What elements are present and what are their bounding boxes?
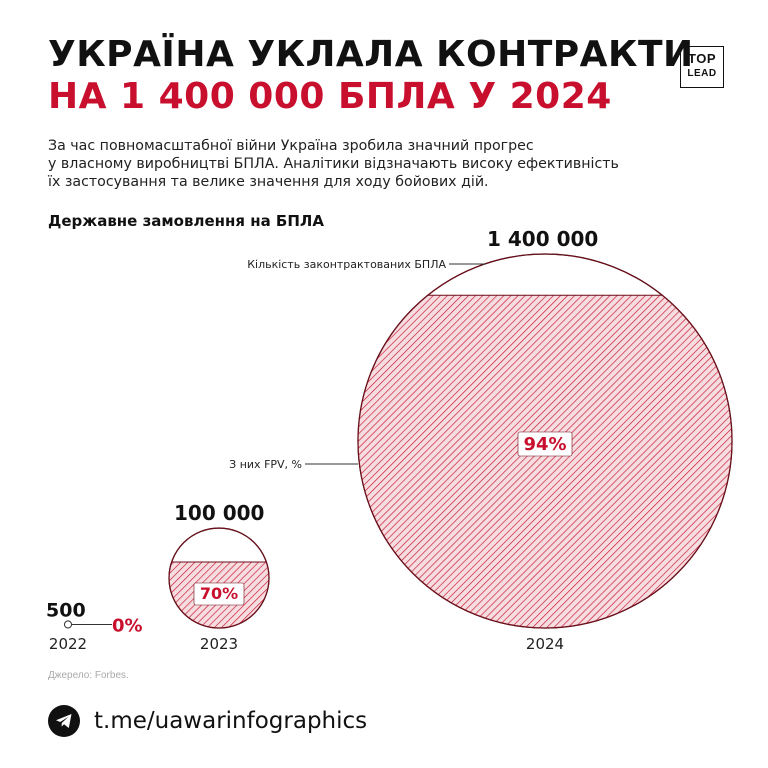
chart-title: Державне замовлення на БПЛА — [48, 212, 324, 230]
bubble-fpv-fill-2024 — [358, 295, 732, 628]
top-lead-logo: TOP LEAD — [680, 46, 724, 88]
telegram-icon — [48, 705, 80, 737]
description: За час повномасштабної війни Україна зро… — [48, 137, 708, 191]
telegram-url: t.me/uawarinfographics — [94, 708, 368, 734]
logo-top-text: TOP — [688, 51, 716, 66]
percent-label-2023: 70% — [200, 584, 238, 603]
total-label-2023: 100 000 — [174, 501, 264, 525]
year-label-2022: 2022 — [49, 635, 87, 653]
year-label-2023: 2023 — [200, 635, 238, 653]
total-label-2022: 500 — [46, 599, 86, 621]
bubble-outline-2023 — [168, 527, 270, 629]
percent-box-2023 — [193, 582, 245, 606]
title-line-2: НА 1 400 000 БПЛА У 2024 — [48, 75, 612, 117]
percent-label-2024: 94% — [523, 434, 566, 455]
annotation-fpv: З них FPV, % — [229, 458, 302, 471]
telegram-link[interactable]: t.me/uawarinfographics — [48, 705, 367, 737]
bubble-2022 — [63, 620, 73, 629]
bubble-outline-2024 — [357, 253, 733, 629]
page-title: УКРАЇНА УКЛАЛА КОНТРАКТИ НА 1 400 000 БП… — [48, 36, 694, 116]
total-label-2024: 1 400 000 — [487, 227, 598, 251]
description-line-3: їх застосування та велике значення для х… — [48, 174, 489, 190]
percent-box-2024 — [517, 431, 573, 457]
description-line-1: За час повномасштабної війни Україна зро… — [48, 138, 534, 154]
source-note: Джерело: Forbes. — [48, 670, 129, 681]
logo-bottom-text: LEAD — [687, 68, 717, 79]
percent-label-2022: 0% — [112, 615, 143, 636]
year-label-2024: 2024 — [526, 635, 564, 653]
annotation-total: Кількість законтрактованих БПЛА — [247, 258, 446, 271]
title-line-1: УКРАЇНА УКЛАЛА КОНТРАКТИ — [48, 34, 694, 75]
description-line-2: у власному виробництві БПЛА. Аналітики в… — [48, 156, 619, 172]
